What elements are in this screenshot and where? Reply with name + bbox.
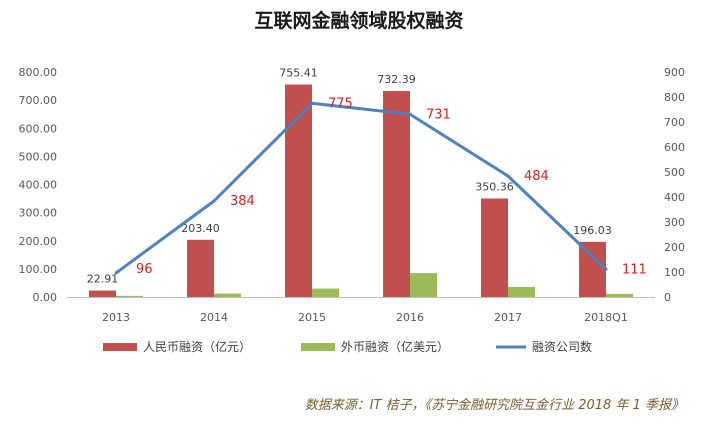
bar-value-label: 350.36 — [475, 180, 514, 193]
x-tick-label: 2015 — [298, 311, 326, 324]
bar-value-label: 203.40 — [181, 222, 220, 235]
legend-label-rmb: 人民币融资（亿元） — [143, 339, 251, 354]
line-value-label: 775 — [328, 96, 353, 111]
bar-rmb — [481, 198, 508, 297]
bar-rmb — [89, 290, 116, 297]
x-tick-label: 2018Q1 — [584, 311, 628, 324]
bar-foreign — [116, 295, 143, 297]
y-right-tick-label: 300 — [664, 216, 685, 229]
x-tick-label: 2014 — [200, 311, 228, 324]
line-point — [408, 112, 412, 116]
x-tick-label: 2016 — [396, 311, 424, 324]
chart-title: 互联网金融领域股权融资 — [254, 9, 463, 32]
y-left-tick-label: 800.00 — [19, 66, 58, 79]
y-left-tick-label: 200.00 — [19, 235, 58, 248]
y-left-tick-label: 500.00 — [19, 150, 58, 163]
y-left-tick-label: 400.00 — [19, 179, 58, 192]
y-right-tick-label: 700 — [664, 116, 685, 129]
bar-value-label: 755.41 — [279, 67, 318, 80]
bar-value-label: 22.91 — [87, 273, 119, 286]
y-right-tick-label: 800 — [664, 91, 685, 104]
y-right-tick-label: 200 — [664, 241, 685, 254]
line-point — [310, 101, 314, 105]
y-right-tick-label: 600 — [664, 141, 685, 154]
bar-rmb — [187, 239, 214, 297]
line-value-label: 731 — [426, 107, 451, 122]
line-point — [114, 271, 118, 275]
x-tick-label: 2013 — [102, 311, 130, 324]
line-point — [212, 199, 216, 203]
bar-rmb — [285, 84, 312, 297]
bar-foreign — [410, 273, 437, 297]
bar-value-label: 732.39 — [377, 73, 416, 86]
y-left-tick-label: 600.00 — [19, 122, 58, 135]
y-right-tick-label: 400 — [664, 191, 685, 204]
y-left-tick-label: 100.00 — [19, 263, 58, 276]
y-right-tick-label: 100 — [664, 266, 685, 279]
bar-rmb — [579, 241, 606, 297]
bar-rmb — [383, 91, 410, 297]
bar-foreign — [606, 293, 633, 297]
legend-label-line: 融资公司数 — [532, 339, 592, 354]
y-left-tick-label: 300.00 — [19, 207, 58, 220]
x-tick-label: 2017 — [494, 311, 522, 324]
line-company-count — [115, 101, 608, 275]
line-point — [604, 267, 608, 271]
y-right-tick-label: 0 — [664, 291, 671, 304]
bar-foreign — [508, 286, 535, 297]
source-note: 数据来源：IT 桔子，《苏宁金融研究院互金行业 2018 年 1 季报》 — [305, 397, 684, 413]
line-value-label: 484 — [524, 169, 549, 184]
y-right-tick-label: 900 — [664, 66, 685, 79]
y-left-tick-label: 700.00 — [19, 94, 58, 107]
bar-foreign — [214, 293, 241, 297]
legend-label-foreign: 外币融资（亿美元） — [341, 339, 449, 354]
line-point — [506, 174, 510, 178]
y-right-tick-label: 500 — [664, 166, 685, 179]
line-value-label: 384 — [230, 194, 255, 209]
line-value-label: 96 — [136, 262, 153, 277]
bar-value-label: 196.03 — [573, 224, 612, 237]
legend-swatch-foreign — [301, 343, 335, 351]
legend-swatch-rmb — [103, 343, 137, 351]
y-left-tick-label: 0.00 — [33, 291, 58, 304]
line-value-label: 111 — [622, 262, 647, 277]
bar-foreign — [312, 288, 339, 297]
